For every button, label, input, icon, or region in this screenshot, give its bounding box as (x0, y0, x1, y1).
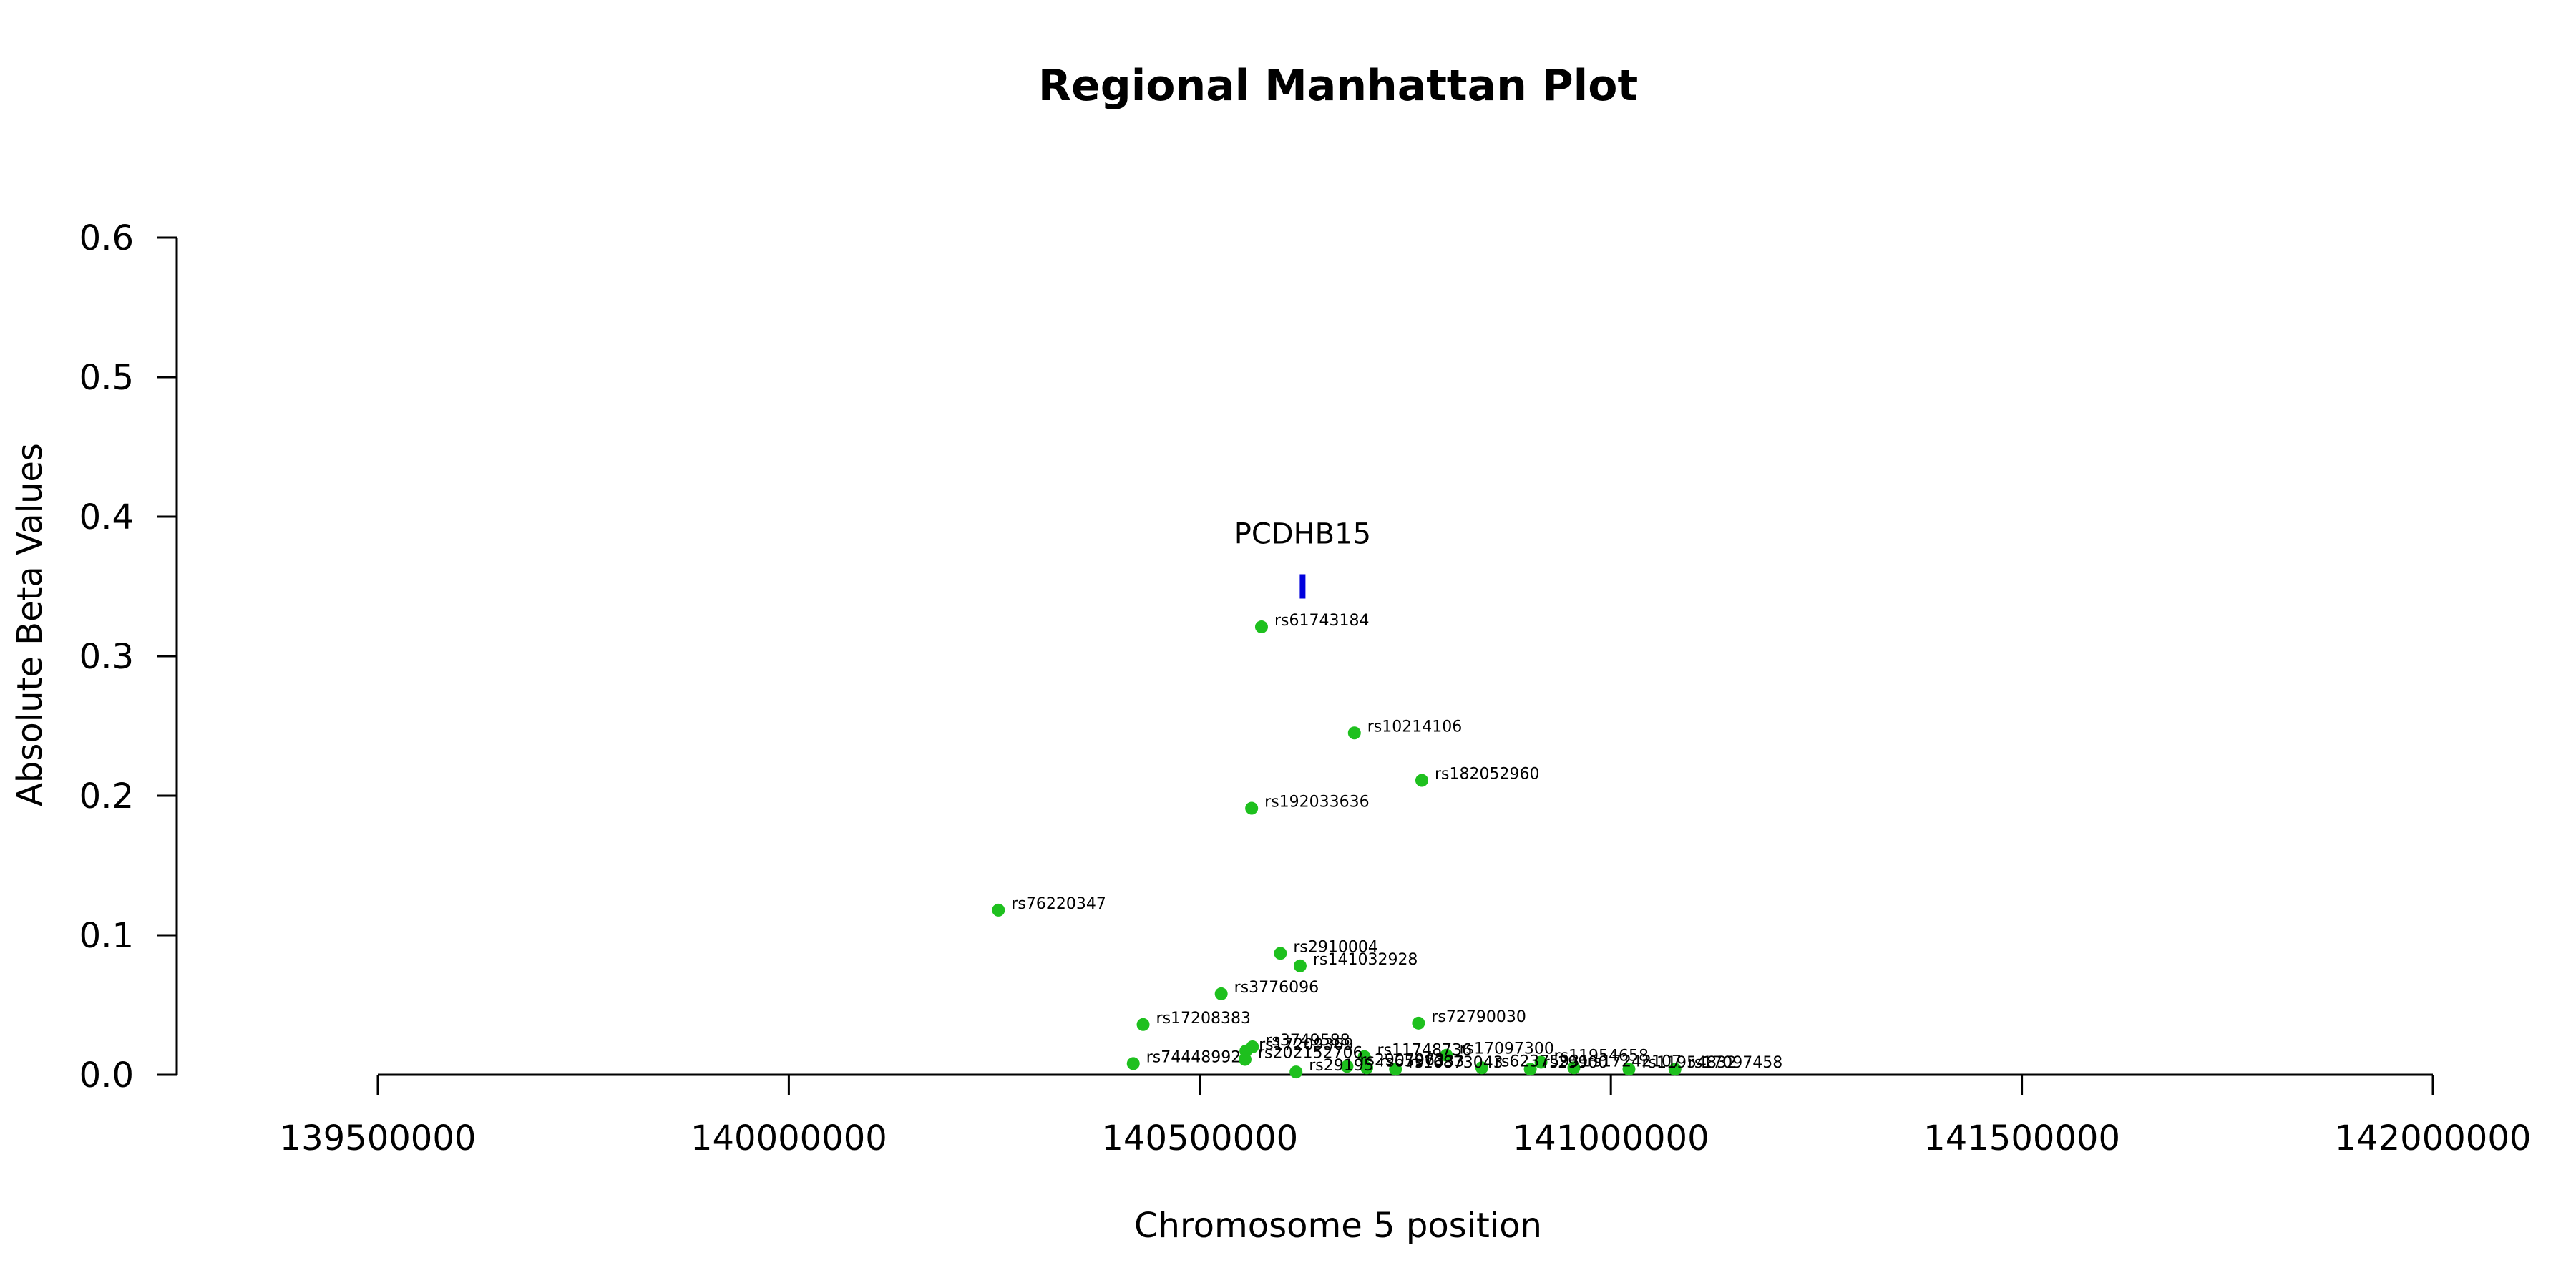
snp-points (992, 620, 1682, 1079)
y-axis-title: Absolute Beta Values (10, 443, 50, 806)
snp-point (992, 903, 1005, 917)
snp-point (1668, 1063, 1682, 1076)
y-tick-label: 0.2 (79, 776, 134, 816)
snp-label: rs17097458 (1688, 1054, 1782, 1072)
gene-label: PCDHB15 (1234, 518, 1371, 551)
snp-label: rs11954832 (1641, 1054, 1736, 1072)
snp-point (1245, 801, 1259, 815)
snp-label: rs72790030 (1431, 1008, 1526, 1026)
snp-point (1567, 1061, 1581, 1075)
snp-label: rs2910004 (1293, 938, 1378, 956)
snp-point (1274, 947, 1287, 960)
snp-label: rs16873043 (1408, 1054, 1503, 1072)
snp-point (1126, 1057, 1140, 1070)
snp-point (1523, 1063, 1537, 1076)
snp-label: rs10214106 (1367, 718, 1462, 736)
gene-markers: PCDHB15 (1234, 518, 1371, 599)
snp-label: rs202152706 (1258, 1045, 1362, 1063)
snp-point (1389, 1063, 1402, 1076)
chart-title: Regional Manhattan Plot (1038, 61, 1638, 111)
y-tick-label: 0.3 (79, 637, 134, 677)
snp-label: rs61743184 (1274, 612, 1369, 630)
x-axis-title: Chromosome 5 position (1134, 1206, 1542, 1246)
snp-point (1360, 1061, 1374, 1075)
y-tick-label: 0.5 (79, 358, 134, 398)
y-tick-label: 0.4 (79, 497, 134, 537)
snp-labels: rs61743184 rs10214106 rs182052960 rs1920336… (1011, 612, 1782, 1075)
snp-point (1412, 1016, 1425, 1030)
x-tick-label: 140500000 (1101, 1118, 1298, 1158)
x-tick-label: 140000000 (691, 1118, 887, 1158)
snp-point (1357, 1050, 1371, 1063)
snp-label: rs6597333 (1380, 1053, 1465, 1070)
y-tick-label: 0.0 (79, 1055, 134, 1096)
snp-label: rs17209369 (1259, 1036, 1353, 1054)
x-tick-label: 139500000 (280, 1118, 477, 1158)
snp-label: rs76220347 (1011, 895, 1106, 913)
x-tick-label: 142000000 (2335, 1118, 2532, 1158)
x-axis: 139500000 140000000 140500000 141000000 1415… (280, 1073, 2532, 1158)
snp-label: rs11748736 (1377, 1042, 1472, 1060)
snp-label: rs11954658 (1554, 1047, 1649, 1065)
snp-label: rs182052960 (1435, 766, 1539, 784)
y-tick-label: 0.6 (79, 218, 134, 258)
snp-label: rs74448992 (1146, 1048, 1241, 1066)
snp-label: rs62375931 (1495, 1053, 1589, 1070)
snp-point (1622, 1063, 1636, 1076)
snp-point (1214, 987, 1228, 1000)
snp-label: rs192033636 (1264, 794, 1369, 811)
x-tick-label: 141500000 (1923, 1118, 2120, 1158)
x-tick-label: 141000000 (1513, 1118, 1709, 1158)
snp-point (1415, 774, 1428, 787)
snp-point (1254, 620, 1268, 634)
snp-label: rs3749588 (1265, 1032, 1350, 1050)
snp-point (1534, 1055, 1548, 1069)
y-axis: 0.0 0.1 0.2 0.3 0.4 0.5 0.6 (79, 218, 178, 1096)
snp-label: rs29900 (1543, 1054, 1609, 1072)
snp-point (1293, 959, 1307, 972)
snp-label: rs29195 (1309, 1057, 1374, 1075)
snp-point (1347, 726, 1361, 740)
snp-label: rs2907963 (1360, 1051, 1445, 1069)
snp-point (1238, 1053, 1252, 1066)
y-tick-label: 0.1 (79, 916, 134, 956)
snp-point (1289, 1065, 1303, 1079)
snp-label: rs141032928 (1313, 951, 1418, 969)
snp-point (1440, 1048, 1453, 1062)
snp-label: rs17097300 (1459, 1040, 1553, 1058)
snp-point (1340, 1060, 1354, 1073)
snp-point (1136, 1018, 1150, 1031)
snp-label: rs3776096 (1234, 979, 1319, 997)
snp-label: rs17242107 (1587, 1053, 1682, 1070)
snp-label: rs17208383 (1156, 1010, 1251, 1028)
snp-point (1475, 1061, 1488, 1075)
